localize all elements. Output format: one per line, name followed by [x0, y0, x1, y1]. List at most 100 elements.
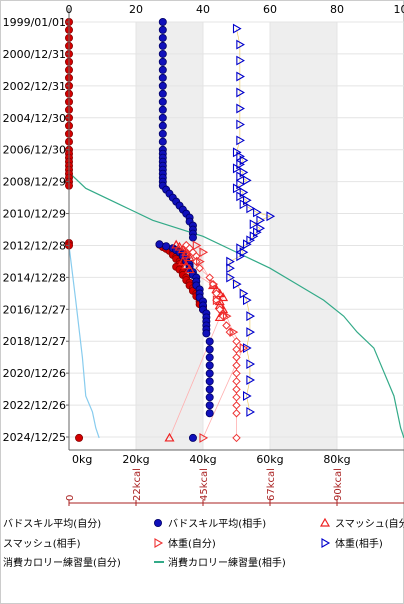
top-tick-label: 80: [330, 3, 344, 16]
marker-weight-opponent: [232, 23, 242, 34]
marker-smash-self: [174, 241, 185, 251]
marker-smash-opponent: [222, 321, 231, 330]
marker-smash-opponent: [232, 385, 241, 394]
marker-smash-opponent: [232, 369, 241, 378]
marker-skill-opponent: [158, 33, 167, 42]
y-tick-label: 2002/12/31: [3, 80, 66, 93]
marker-skill-opponent: [158, 25, 167, 34]
marker-weight-opponent: [236, 39, 245, 50]
marker-smash-opponent: [215, 305, 224, 314]
y-tick-label: 2004/12/30: [3, 112, 66, 125]
top-tick-label: 40: [196, 3, 210, 16]
marker-smash-self: [181, 260, 192, 270]
marker-skill-opponent: [158, 89, 167, 98]
bottom-tick-label: 0kg: [72, 453, 92, 466]
marker-weight-opponent: [253, 227, 262, 238]
series-line: [68, 171, 404, 439]
y-tick-label: 2006/12/30: [3, 144, 66, 157]
marker-skill-self: [75, 433, 84, 442]
marker-skill-opponent: [158, 41, 167, 50]
marker-weight-opponent: [246, 311, 256, 322]
marker-smash-opponent: [232, 401, 241, 410]
marker-weight-opponent: [256, 215, 266, 226]
calorie-tick-label: 67kcal: [266, 468, 277, 501]
marker-weight-opponent: [232, 183, 242, 194]
calorie-tick-label: 22kcal: [132, 468, 143, 501]
marker-weight-opponent: [243, 391, 252, 401]
y-tick-label: 2022/12/26: [3, 399, 66, 412]
marker-weight-opponent: [249, 231, 259, 242]
marker-skill-opponent: [205, 337, 214, 346]
marker-weight-opponent: [236, 119, 245, 130]
y-tick-label: 2016/12/27: [3, 303, 66, 316]
marker-weight-opponent: [256, 223, 266, 234]
top-tick-label: 60: [263, 3, 277, 16]
marker-weight-opponent: [243, 343, 252, 354]
marker-smash-self: [177, 256, 188, 266]
marker-weight-opponent: [266, 211, 276, 222]
bottom-tick-label: 20kg: [122, 453, 149, 466]
bottom-tick-label: 80kg: [323, 453, 350, 466]
marker-weight-opponent: [239, 288, 249, 299]
marker-weight-opponent: [236, 87, 245, 98]
marker-weight-self: [222, 311, 232, 322]
y-tick-label: 2014/12/28: [3, 271, 66, 284]
marker-weight-self: [212, 295, 222, 306]
marker-weight-opponent: [249, 219, 259, 230]
marker-weight-opponent: [236, 103, 245, 114]
marker-skill-opponent: [205, 345, 214, 354]
marker-weight-self: [229, 327, 239, 338]
marker-skill-opponent: [158, 17, 167, 26]
marker-skill-opponent: [158, 49, 167, 58]
marker-smash-self: [184, 252, 195, 262]
marker-weight-opponent: [246, 203, 256, 214]
marker-skill-opponent: [158, 105, 167, 114]
plot-background: [136, 22, 337, 450]
bottom-tick-label: 40kg: [189, 453, 216, 466]
marker-skill-opponent: [158, 113, 167, 122]
marker-weight-opponent: [246, 406, 256, 417]
marker-smash-opponent: [232, 337, 241, 346]
marker-weight-self: [192, 240, 202, 251]
y-tick-label: 2024/12/25: [3, 431, 66, 444]
marker-weight-opponent: [232, 279, 242, 290]
marker-weight-opponent: [253, 207, 262, 218]
marker-smash-opponent: [195, 263, 204, 273]
marker-weight-opponent: [239, 187, 249, 198]
y-tick-label: 1999/01/01: [3, 16, 66, 29]
marker-skill-opponent: [202, 329, 211, 338]
marker-smash-opponent: [232, 345, 241, 354]
legend-label: スマッシュ(自分): [335, 517, 404, 530]
marker-smash-self: [218, 292, 229, 302]
marker-weight-opponent: [232, 163, 242, 174]
marker-skill-opponent: [158, 129, 167, 138]
marker-smash-self: [164, 432, 175, 442]
marker-weight-opponent: [236, 251, 245, 262]
marker-skill-opponent: [188, 433, 197, 442]
marker-smash-self: [319, 517, 331, 527]
y-tick-label: 2008/12/29: [3, 176, 66, 189]
top-tick-label: 0: [66, 3, 73, 16]
marker-weight-opponent: [236, 71, 245, 82]
marker-skill-opponent: [158, 97, 167, 106]
marker-skill-opponent: [205, 361, 214, 370]
marker-weight-opponent: [243, 295, 252, 306]
marker-skill-opponent: [158, 73, 167, 82]
marker-weight-opponent: [246, 235, 256, 246]
legend-label: バドスキル平均(相手): [168, 517, 266, 530]
marker-skill-opponent: [205, 369, 214, 378]
marker-skill-opponent: [153, 519, 162, 528]
marker-skill-opponent: [158, 121, 167, 130]
marker-weight-opponent: [243, 195, 252, 206]
marker-weight-opponent: [246, 375, 256, 385]
marker-weight-opponent: [236, 55, 245, 66]
legend-label: 体重(自分): [168, 537, 216, 550]
calorie-tick-label: 0: [65, 495, 76, 501]
marker-weight-opponent: [246, 359, 256, 370]
marker-weight-opponent: [243, 239, 252, 250]
marker-weight-opponent: [226, 263, 235, 274]
calorie-tick-label: 45kcal: [199, 468, 210, 501]
axes: 1999/01/01 2000/12/31 2002/12/31 2004/12/30…: [3, 3, 404, 506]
y-tick-label: 2000/12/31: [3, 48, 66, 61]
